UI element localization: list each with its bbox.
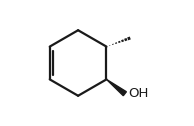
- Text: OH: OH: [128, 87, 148, 100]
- Polygon shape: [107, 79, 126, 96]
